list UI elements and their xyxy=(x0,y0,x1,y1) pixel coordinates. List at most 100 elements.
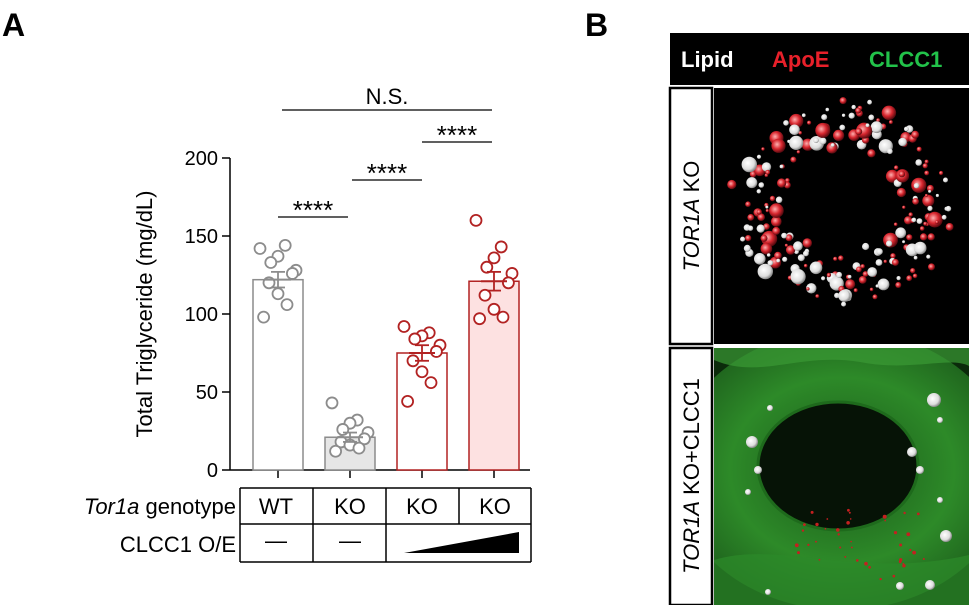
lipid-droplet xyxy=(765,169,771,175)
channel-label-apoe: ApoE xyxy=(772,47,829,72)
lipid-droplet xyxy=(761,147,765,151)
lipid-droplet xyxy=(941,214,947,220)
lipid-droplet xyxy=(782,256,788,262)
genotype-cell: WT xyxy=(259,494,293,519)
lipid-droplet xyxy=(890,253,896,259)
lipid-droplet xyxy=(877,278,890,291)
lipid-droplet xyxy=(774,251,782,260)
lipid-droplet xyxy=(916,146,922,152)
data-point xyxy=(415,365,429,379)
y-tick-label: 0 xyxy=(207,460,218,482)
data-point xyxy=(257,310,271,324)
genotype-cell: KO xyxy=(334,494,366,519)
data-point xyxy=(280,298,294,312)
lipid-droplet xyxy=(875,284,879,288)
genotype-cell: KO xyxy=(479,494,511,519)
clcc1-cell: — xyxy=(265,528,287,553)
lipid-droplet xyxy=(796,150,801,154)
apoe-puncta xyxy=(844,556,847,558)
data-point xyxy=(429,345,443,358)
lipid-droplet xyxy=(896,187,907,198)
lipid-droplet xyxy=(923,221,928,226)
channel-header-bar xyxy=(670,33,969,85)
apoe-puncta xyxy=(807,543,810,547)
apoe-puncta xyxy=(864,561,868,566)
lipid-droplet xyxy=(746,177,758,189)
y-tick-label: 150 xyxy=(185,226,218,248)
clcc1-cell: — xyxy=(339,528,361,553)
lipid-droplet xyxy=(813,137,819,144)
lipid-droplet xyxy=(928,189,932,193)
lipid-droplet xyxy=(926,254,931,259)
lipid-droplet xyxy=(855,128,863,135)
apoe-puncta xyxy=(879,577,882,581)
lipid-droplet xyxy=(806,283,817,294)
apoe-puncta xyxy=(884,519,886,522)
lipid-droplet xyxy=(912,273,918,279)
apoe-puncta xyxy=(899,543,903,547)
lipid-droplet xyxy=(756,189,761,194)
lipid-droplet xyxy=(809,261,823,275)
apoe-puncta xyxy=(851,546,853,549)
lipid-droplet xyxy=(881,105,897,121)
lipid-droplet xyxy=(898,170,906,178)
lipid-droplet xyxy=(910,268,916,274)
y-tick-label: 100 xyxy=(185,304,218,326)
data-point xyxy=(496,310,510,324)
apoe-puncta xyxy=(903,511,906,515)
lipid-droplet xyxy=(911,130,920,139)
lipid-droplet xyxy=(819,137,827,145)
apoe-puncta xyxy=(815,522,819,527)
data-point xyxy=(424,376,438,390)
lipid-droplet xyxy=(765,205,769,209)
lipid-droplet xyxy=(761,230,778,247)
lipid-droplet xyxy=(888,120,893,125)
apoe-puncta xyxy=(836,528,840,532)
significance-label: **** xyxy=(367,158,407,188)
lipid-droplet xyxy=(803,263,808,268)
apoe-puncta xyxy=(837,533,840,536)
lipid-droplet xyxy=(885,169,899,183)
apoe-puncta xyxy=(846,521,850,525)
lipid-droplet xyxy=(760,242,773,255)
lipid-droplet xyxy=(833,129,845,141)
lipid-droplet xyxy=(740,236,746,242)
lipid-droplet xyxy=(803,250,809,257)
row-label-box-top xyxy=(668,86,714,346)
lipid-droplet xyxy=(790,156,797,163)
clcc1-dose-ramp xyxy=(404,532,519,553)
lipid-droplet xyxy=(906,275,913,282)
lipid-droplet xyxy=(790,269,806,285)
lipid-droplet xyxy=(841,113,846,118)
lipid-droplet xyxy=(781,232,787,239)
lipid-droplet xyxy=(898,137,907,147)
panel-b-letter: B xyxy=(585,7,608,43)
lipid-droplet xyxy=(848,112,855,119)
lipid-droplet xyxy=(785,178,790,183)
data-point xyxy=(271,287,285,301)
channel-label-lipid: Lipid xyxy=(681,47,734,72)
lipid-droplet xyxy=(745,201,751,207)
bar xyxy=(252,278,304,471)
lipid-droplet xyxy=(916,218,923,225)
apoe-puncta xyxy=(856,559,859,562)
lipid-droplet xyxy=(746,436,758,448)
data-point xyxy=(408,332,422,346)
apoe-puncta xyxy=(902,562,905,565)
lipid-droplet xyxy=(922,194,935,207)
apoe-puncta xyxy=(898,560,902,564)
lipid-droplet xyxy=(895,227,907,239)
apoe-puncta xyxy=(902,564,906,568)
lipid-droplet xyxy=(807,120,812,125)
significance-label: **** xyxy=(293,195,333,225)
lipid-droplet xyxy=(771,138,786,153)
lipid-droplet xyxy=(789,135,804,150)
data-point xyxy=(352,441,366,455)
lipid-droplet xyxy=(928,263,935,271)
lipid-droplet xyxy=(904,126,909,132)
lipid-droplet xyxy=(758,182,765,188)
apoe-puncta xyxy=(922,558,925,560)
apoe-puncta xyxy=(810,510,814,514)
data-point xyxy=(357,432,371,446)
lipid-droplet xyxy=(841,301,847,307)
